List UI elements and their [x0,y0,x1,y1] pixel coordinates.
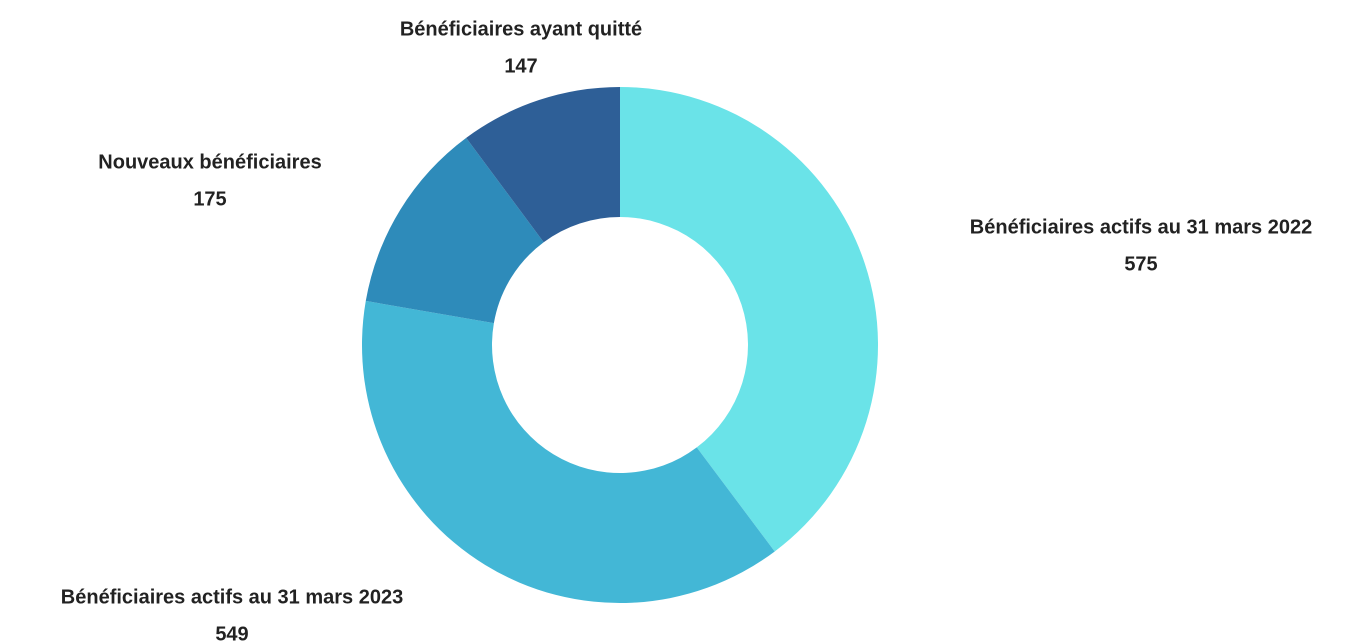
donut-slice [365,137,544,324]
slice-label: Bénéficiaires actifs au 31 mars 2022 [970,216,1312,238]
donut-slice [362,300,775,603]
slice-value: 175 [193,188,226,210]
donut-slice [620,87,878,552]
slice-value: 549 [215,623,248,642]
slice-label: Bénéficiaires actifs au 31 mars 2023 [61,586,403,608]
slice-label: Bénéficiaires ayant quitté [400,18,642,40]
slice-label: Nouveaux bénéficiaires [98,151,321,173]
slice-value: 147 [504,55,537,77]
slice-value: 575 [1124,253,1157,275]
donut-slice [466,87,620,243]
